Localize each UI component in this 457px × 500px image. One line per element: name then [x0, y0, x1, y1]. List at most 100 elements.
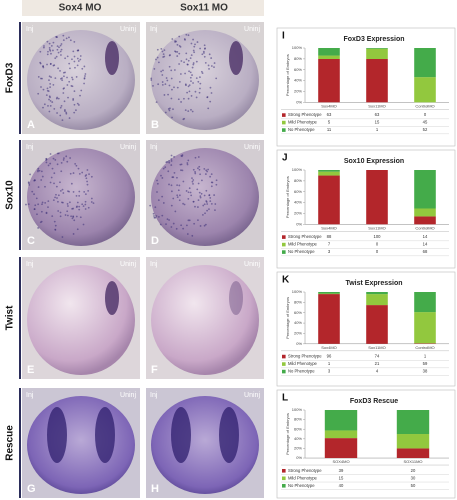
stain-dot: [190, 80, 192, 83]
stain-dot: [62, 192, 65, 194]
stain-dot: [185, 190, 188, 192]
stain-dot: [177, 189, 180, 192]
bar-segment: [366, 305, 388, 344]
stain-dot: [35, 197, 38, 200]
inj-label: Inj: [150, 392, 158, 399]
stain-dot: [199, 196, 202, 199]
stain-dot: [90, 175, 93, 178]
stain: [105, 281, 119, 315]
stain-dot: [62, 71, 65, 74]
table-value: 59: [423, 361, 428, 366]
stain-dot: [170, 154, 173, 157]
table-value: 15: [339, 475, 344, 480]
stain-dot: [84, 75, 86, 77]
stain-dot: [52, 83, 55, 86]
stain-dot: [170, 158, 173, 160]
stain-dot: [78, 194, 81, 197]
stain-dot: [75, 76, 78, 78]
stain-dot: [182, 180, 185, 183]
stain-dot: [75, 164, 78, 167]
stain-dot: [76, 205, 78, 208]
stain-dot: [41, 175, 44, 178]
stain-dot: [176, 184, 179, 187]
table-value: 39: [339, 468, 344, 473]
y-axis-label: Percentage of Embryos: [285, 54, 290, 96]
stain-dot: [176, 51, 179, 53]
table-value: 68: [423, 249, 428, 254]
stain-dot: [73, 90, 76, 93]
stain-dot: [172, 222, 175, 225]
stain-dot: [168, 183, 170, 186]
legend-label: No Phenotype: [288, 249, 315, 254]
panel-letter: A: [27, 119, 35, 131]
stain-dot: [44, 201, 47, 204]
stain-dot: [208, 194, 211, 196]
chart-title: FoxD3 Rescue: [350, 398, 398, 405]
stain-dot: [61, 188, 64, 191]
stain-dot: [60, 104, 63, 107]
stain: [219, 407, 239, 463]
x-tick-label: ControlMO: [415, 225, 434, 230]
header-band: [22, 0, 264, 16]
stain-dot: [199, 195, 202, 198]
x-tick-label: ControlMO: [415, 345, 434, 350]
stain-dot: [173, 156, 175, 158]
uninj-label: Uninj: [244, 26, 260, 33]
stain-dot: [60, 43, 63, 45]
stain-dot: [49, 153, 52, 155]
embryo-image: [146, 257, 264, 379]
stain-dot: [187, 85, 190, 88]
stain-dot: [50, 52, 52, 55]
stain-dot: [69, 67, 71, 70]
stain-dot: [191, 66, 194, 69]
stain-dot: [197, 80, 200, 83]
stain-dot: [201, 72, 204, 75]
stain-dot: [37, 186, 40, 188]
stain-dot: [180, 224, 183, 227]
stain-dot: [186, 91, 189, 94]
legend-label: No Phenotype: [288, 127, 315, 132]
stain-dot: [53, 220, 56, 223]
table-value: 5: [328, 120, 331, 125]
stain-dot: [214, 209, 216, 212]
y-axis-label: Percentage of Embryos: [285, 413, 290, 455]
stain-dot: [209, 86, 212, 89]
stain-dot: [199, 225, 202, 227]
stain-dot: [29, 173, 31, 176]
stain-dot: [31, 190, 34, 193]
embryo: [27, 30, 135, 130]
x-tick-label: ControlMO: [415, 103, 434, 108]
stain-dot: [49, 162, 52, 165]
stain-dot: [84, 203, 87, 206]
embryo: [151, 396, 259, 494]
stain-dot: [62, 92, 65, 94]
stain-dot: [206, 170, 209, 173]
stain-dot: [66, 84, 69, 86]
stain-dot: [84, 193, 87, 196]
stain-dot: [43, 45, 45, 47]
y-tick-label: 40%: [294, 436, 302, 441]
stain-dot: [64, 57, 67, 60]
stain-dot: [72, 233, 75, 235]
bar-segment: [414, 292, 436, 313]
stain-dot: [63, 100, 66, 103]
stain-dot: [84, 175, 87, 177]
legend-swatch: [282, 476, 286, 481]
stain-dot: [191, 177, 193, 180]
stain-dot: [56, 163, 59, 166]
stain-dot: [170, 190, 173, 193]
row-bar: [19, 257, 21, 379]
stain-dot: [168, 161, 171, 164]
stain-dot: [61, 119, 64, 121]
stain-dot: [182, 202, 184, 205]
stain-dot: [183, 61, 185, 64]
stain-dot: [65, 111, 68, 114]
stain-dot: [76, 102, 79, 105]
stain-dot: [190, 194, 193, 197]
stain-dot: [52, 41, 55, 44]
stain-dot: [156, 191, 158, 193]
stain-dot: [178, 80, 181, 83]
inj-label: Inj: [26, 144, 34, 151]
stain-dot: [188, 84, 191, 87]
stain-dot: [71, 78, 74, 81]
